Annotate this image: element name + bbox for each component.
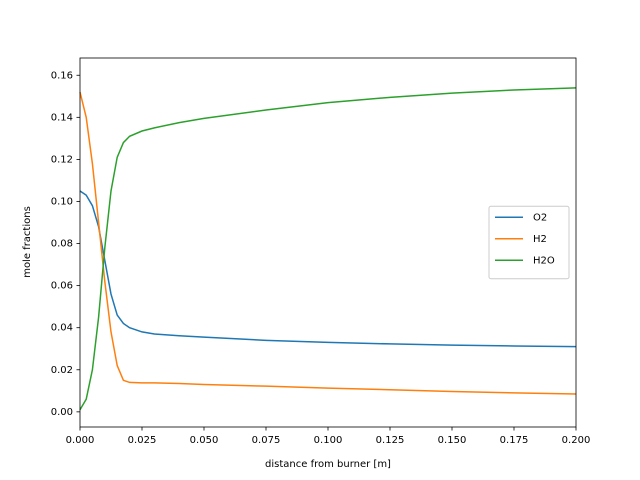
x-tick-label: 0.100	[314, 435, 343, 446]
x-tick-label: 0.175	[500, 435, 529, 446]
y-tick-label: 0.10	[51, 196, 73, 207]
y-tick-label: 0.02	[51, 365, 73, 376]
legend-label: H2	[533, 234, 547, 245]
data-line	[79, 87, 577, 411]
x-axis-label: distance from burner [m]	[265, 459, 391, 470]
x-tick-label: 0.000	[66, 435, 95, 446]
x-tick-label: 0.125	[376, 435, 405, 446]
data-line	[79, 91, 577, 395]
y-tick-label: 0.04	[51, 323, 73, 334]
x-tick-label: 0.075	[252, 435, 281, 446]
y-tick-label: 0.00	[51, 407, 73, 418]
x-tick-label: 0.200	[562, 435, 591, 446]
plot-frame	[79, 57, 577, 428]
legend-label: O2	[533, 212, 547, 223]
legend-label: H2O	[533, 255, 555, 266]
y-axis-label: mole fractions	[22, 206, 33, 278]
x-tick-label: 0.025	[128, 435, 157, 446]
y-tick-label: 0.06	[51, 281, 73, 292]
y-tick-label: 0.16	[51, 70, 73, 81]
y-tick-label: 0.12	[51, 154, 73, 165]
y-tick-label: 0.08	[51, 239, 73, 250]
x-tick-label: 0.050	[190, 435, 219, 446]
x-tick-label: 0.150	[438, 435, 467, 446]
y-tick-label: 0.14	[51, 112, 73, 123]
